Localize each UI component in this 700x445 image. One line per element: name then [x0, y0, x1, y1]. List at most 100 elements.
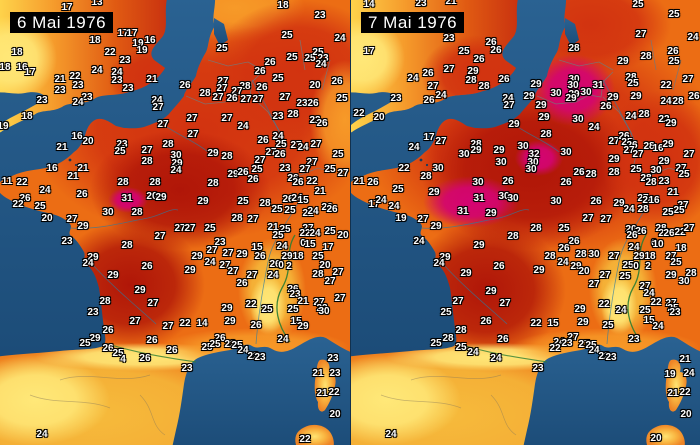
temp-label: 26 — [663, 228, 675, 239]
temp-label: 25 — [304, 53, 316, 64]
temp-label: 24 — [237, 121, 249, 132]
temp-label: 25 — [271, 204, 283, 215]
temp-label: 30 — [495, 157, 507, 168]
temp-label: 22 — [247, 351, 259, 362]
temp-label: 24 — [628, 242, 640, 253]
temp-label: 28 — [99, 295, 111, 307]
temp-label: 27 — [683, 223, 695, 234]
temp-label: 29 — [191, 251, 203, 262]
temp-label: 26 — [250, 320, 262, 331]
temp-label: 24 — [291, 193, 303, 204]
temp-label: 26 — [423, 95, 435, 106]
borders-rivers — [380, 39, 684, 436]
temp-label: 20 — [578, 266, 590, 277]
temp-label: 28 — [637, 204, 649, 215]
temp-label: 25 — [630, 164, 642, 175]
temp-label: 26 — [422, 68, 434, 79]
temp-label: 23 — [87, 307, 99, 318]
temp-label: 27 — [639, 281, 651, 292]
temp-label: 28 — [638, 109, 650, 120]
temp-label: 28 — [645, 177, 657, 188]
temp-label: 25 — [662, 207, 674, 218]
temp-label: 24 — [267, 270, 279, 281]
temp-label: 26 — [480, 316, 492, 327]
temp-label: 25 — [670, 257, 682, 268]
temp-label: 28 — [575, 249, 587, 260]
temp-label: 28 — [585, 169, 597, 180]
temp-label: 29 — [493, 144, 505, 156]
temp-label: 30 — [527, 157, 539, 168]
temp-label: 26 — [331, 76, 343, 87]
temp-label: 21 — [297, 295, 309, 307]
temp-label: 24 — [82, 258, 94, 269]
temp-label: 20 — [146, 191, 158, 202]
temp-label: 21 — [67, 171, 79, 182]
temp-label: 26 — [618, 131, 630, 142]
temp-label: 29 — [221, 303, 233, 314]
temp-label: 26 — [626, 140, 638, 151]
temp-label: 20 — [82, 136, 94, 147]
temp-label: 25 — [287, 303, 299, 315]
temp-label: 27 — [216, 83, 228, 94]
temp-label: 30 — [560, 147, 572, 158]
temp-label: 22 — [104, 47, 116, 58]
temp-label: 20 — [309, 80, 321, 91]
temp-label: 29 — [428, 187, 440, 198]
temp-label: 16 — [71, 131, 83, 142]
temp-label: 28 — [544, 251, 556, 262]
temp-label: 22 — [530, 318, 542, 329]
temp-label: 23 — [116, 139, 128, 150]
temp-label: 17 — [126, 28, 138, 39]
temp-label: 29 — [658, 156, 670, 167]
temp-label: 24 — [36, 429, 48, 440]
temp-label: 29 — [630, 91, 642, 102]
temp-label: 27 — [665, 298, 677, 309]
temp-label: 26 — [307, 98, 319, 109]
temp-label: 29 — [485, 286, 497, 297]
temp-label: 23 — [316, 303, 328, 314]
temp-label: 23 — [605, 352, 617, 363]
temp-label: 30 — [588, 249, 600, 260]
temp-label: 15 — [547, 318, 559, 329]
temp-label: 29 — [577, 316, 589, 328]
temp-label: 28 — [141, 156, 153, 167]
temp-label: 25 — [627, 78, 639, 89]
temp-label: 16 — [652, 143, 664, 154]
temp-label: 25 — [281, 30, 293, 41]
temp-label: 27 — [265, 147, 277, 158]
temp-label: 21 — [146, 74, 158, 85]
temp-label: 27 — [417, 214, 429, 225]
temp-label: 25 — [237, 196, 249, 207]
temp-label: 23 — [289, 289, 301, 300]
temp-label: 27 — [302, 223, 314, 234]
temp-label: 30 — [550, 196, 562, 207]
temp-label: 28 — [640, 51, 652, 62]
temp-label: 24 — [408, 142, 420, 153]
temp-label: 25 — [667, 303, 679, 314]
temp-label: 28 — [287, 109, 299, 120]
temp-label: 30 — [568, 74, 580, 85]
temp-label: 23 — [532, 363, 544, 374]
temp-label: 24 — [660, 96, 672, 107]
temp-label: 18 — [292, 251, 304, 262]
temp-label: 26 — [76, 189, 88, 200]
weather-map-panel-left: 17 13 17 17 18 19 16 19 18 22 18 16 17 23 21 22 24 24 21 23… — [0, 0, 350, 445]
temp-label: 22 — [224, 339, 236, 350]
temp-label: 29 — [89, 333, 101, 344]
temp-label: 21 — [312, 368, 324, 379]
temp-label: 24 — [334, 33, 346, 44]
temp-label: 26 — [247, 174, 259, 185]
temp-label: 18 — [11, 47, 23, 58]
temp-label: 27 — [578, 339, 590, 350]
temp-label: 25 — [204, 223, 216, 234]
temp-label: 24 — [276, 241, 288, 252]
temp-label: 29 — [77, 221, 89, 232]
temp-label: 26 — [473, 54, 485, 65]
temp-label: 25 — [639, 305, 651, 316]
temp-label: 24 — [170, 165, 182, 176]
temp-label: 25 — [558, 223, 570, 234]
temp-label: 27 — [231, 86, 243, 97]
temp-label: 24 — [642, 195, 654, 206]
temp-label: 28 — [231, 213, 243, 224]
temp-label: 25 — [275, 139, 287, 150]
